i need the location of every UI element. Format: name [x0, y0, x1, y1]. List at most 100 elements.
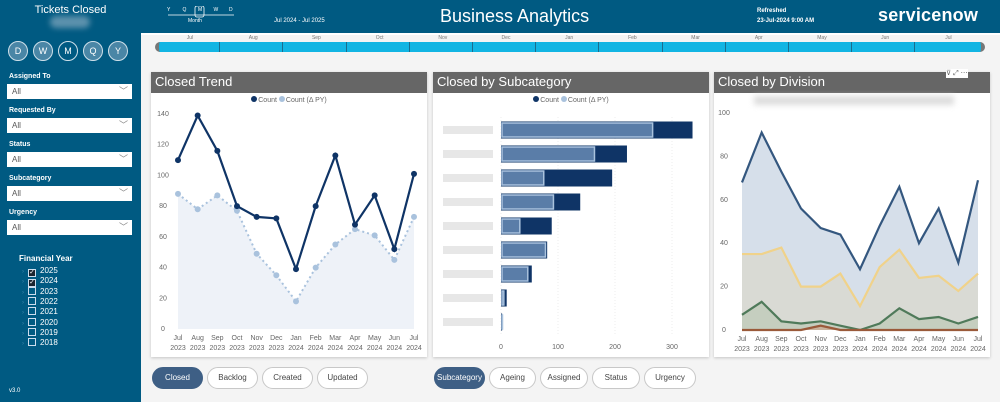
count-py-point[interactable] — [312, 264, 319, 271]
count-point[interactable] — [273, 215, 280, 222]
financial-year-item[interactable]: › ✓ 2024 — [22, 276, 58, 288]
count-py-bar[interactable] — [501, 194, 555, 210]
financial-year-item[interactable]: › ✓ 2025 — [22, 266, 58, 277]
count-py-point[interactable] — [194, 206, 201, 213]
division-line-4[interactable] — [742, 324, 978, 332]
legend-count-py[interactable]: Count (Δ PY) — [567, 97, 609, 104]
focus-mode-icon[interactable]: ⤢ — [953, 70, 959, 77]
count-py-bar[interactable] — [501, 146, 596, 162]
count-py-point[interactable] — [175, 190, 181, 197]
expand-chevron-icon[interactable]: › — [22, 341, 24, 348]
button-status[interactable]: Status — [592, 367, 640, 389]
count-point[interactable] — [332, 152, 339, 159]
count-py-point[interactable] — [332, 241, 339, 248]
button-updated[interactable]: Updated — [317, 367, 368, 389]
checkbox[interactable] — [28, 317, 36, 326]
expand-chevron-icon[interactable]: › — [22, 279, 24, 286]
closed-by-subcategory-chart[interactable]: 0 100 200 300 — [433, 72, 709, 357]
checkbox[interactable] — [28, 307, 36, 316]
count-py-point[interactable] — [293, 298, 299, 305]
count-py-bar[interactable] — [501, 242, 547, 258]
checkbox[interactable] — [28, 286, 36, 295]
count-py-bar[interactable] — [501, 290, 505, 306]
granularity-button-y[interactable]: Y — [108, 41, 128, 61]
filter-dropdown-subcategory[interactable]: All ﹀ — [7, 186, 132, 201]
button-closed[interactable]: Closed — [152, 367, 203, 389]
count-point[interactable] — [175, 157, 181, 164]
granularity-button-w[interactable]: W — [33, 41, 53, 61]
timeline-slicer[interactable]: Jul Aug Sep Oct Nov Dec Jan Feb Mar Apr May Jun Jul — [150, 35, 990, 55]
count-point[interactable] — [411, 170, 417, 177]
count-point[interactable] — [214, 147, 221, 154]
financial-year-item[interactable]: › 2022 — [22, 296, 58, 307]
granularity-option-y[interactable]: Y — [167, 7, 171, 13]
closed-by-division-chart[interactable]: 0 20 40 60 80 100 Jul 2023 Aug 2023 Sep 2023 Oct 2023… — [714, 72, 990, 357]
count-py-bar[interactable] — [501, 266, 529, 282]
legend-count[interactable]: Count — [258, 97, 277, 104]
granularity-option-d[interactable]: D — [229, 7, 233, 13]
granularity-option-m[interactable]: M — [198, 7, 203, 13]
granularity-slider-track[interactable] — [166, 5, 246, 26]
count-point[interactable] — [293, 266, 299, 273]
checkbox[interactable] — [28, 296, 36, 305]
granularity-slider[interactable]: Y Q M W D Month — [166, 5, 246, 28]
expand-chevron-icon[interactable]: › — [22, 299, 24, 306]
granularity-option-w[interactable]: W — [213, 7, 219, 13]
expand-chevron-icon[interactable]: › — [22, 320, 24, 327]
count-py-point[interactable] — [352, 226, 358, 233]
legend-count[interactable]: Count — [540, 97, 559, 104]
count-py-bar[interactable] — [501, 122, 654, 138]
count-point[interactable] — [391, 246, 398, 253]
more-options-icon[interactable]: ⋯ — [960, 70, 968, 77]
button-ageing[interactable]: Ageing — [489, 367, 536, 389]
granularity-option-q[interactable]: Q — [182, 7, 187, 13]
filter-dropdown-requested-by[interactable]: All ﹀ — [7, 118, 132, 133]
filter-dropdown-assigned-to[interactable]: All ﹀ — [7, 84, 132, 99]
legend-count-py[interactable]: Count (Δ PY) — [285, 97, 327, 104]
granularity-button-q[interactable]: Q — [83, 41, 103, 61]
count-py-bar[interactable] — [501, 218, 521, 234]
division-line-1[interactable] — [740, 129, 980, 272]
count-py-point[interactable] — [273, 272, 280, 279]
expand-chevron-icon[interactable]: › — [22, 289, 24, 296]
count-py-bar[interactable] — [501, 314, 504, 330]
financial-year-item[interactable]: › 2021 — [22, 307, 58, 317]
count-py-point[interactable] — [371, 232, 378, 239]
button-assigned[interactable]: Assigned — [540, 367, 588, 389]
count-point[interactable] — [312, 203, 319, 210]
checkbox[interactable]: ✓ — [28, 269, 36, 277]
count-point[interactable] — [234, 203, 240, 210]
expand-chevron-icon[interactable]: › — [22, 269, 24, 275]
filter-dropdown-status[interactable]: All ﹀ — [7, 152, 132, 167]
x-tick-label: Jul — [738, 336, 747, 343]
expand-chevron-icon[interactable]: › — [22, 310, 24, 317]
filter-icon[interactable]: ⊽ — [946, 70, 952, 77]
button-created[interactable]: Created — [262, 367, 313, 389]
count-py-point[interactable] — [411, 213, 417, 220]
granularity-button-m[interactable]: M — [58, 41, 78, 61]
count-py-point[interactable] — [253, 250, 260, 257]
count-point[interactable] — [352, 221, 358, 228]
button-backlog[interactable]: Backlog — [207, 367, 258, 389]
count-py-point[interactable] — [214, 192, 221, 199]
expand-chevron-icon[interactable]: › — [22, 330, 24, 337]
financial-year-item[interactable]: › 2023 — [22, 286, 58, 297]
count-point[interactable] — [371, 192, 378, 199]
financial-year-item[interactable]: › 2019 — [22, 327, 58, 338]
checkbox[interactable] — [28, 327, 36, 336]
count-py-point[interactable] — [234, 207, 240, 214]
financial-year-item[interactable]: › 2018 — [22, 338, 58, 348]
button-urgency[interactable]: Urgency — [644, 367, 696, 389]
count-point[interactable] — [253, 213, 260, 220]
button-subcategory[interactable]: Subcategory — [434, 367, 485, 389]
count-py-point[interactable] — [391, 256, 398, 263]
timeline-range-bar[interactable] — [155, 42, 985, 52]
closed-trend-chart[interactable]: 0 20 40 60 80 100 120 140 Jul 2023 Aug 2023 Sep 2023 O… — [151, 72, 427, 357]
count-py-bar[interactable] — [501, 170, 545, 186]
granularity-button-d[interactable]: D — [8, 41, 28, 61]
count-point[interactable] — [194, 112, 201, 119]
division-line-2[interactable] — [742, 246, 979, 309]
financial-year-item[interactable]: › 2020 — [22, 317, 58, 328]
filter-dropdown-urgency[interactable]: All ﹀ — [7, 220, 132, 235]
checkbox[interactable] — [28, 338, 36, 347]
